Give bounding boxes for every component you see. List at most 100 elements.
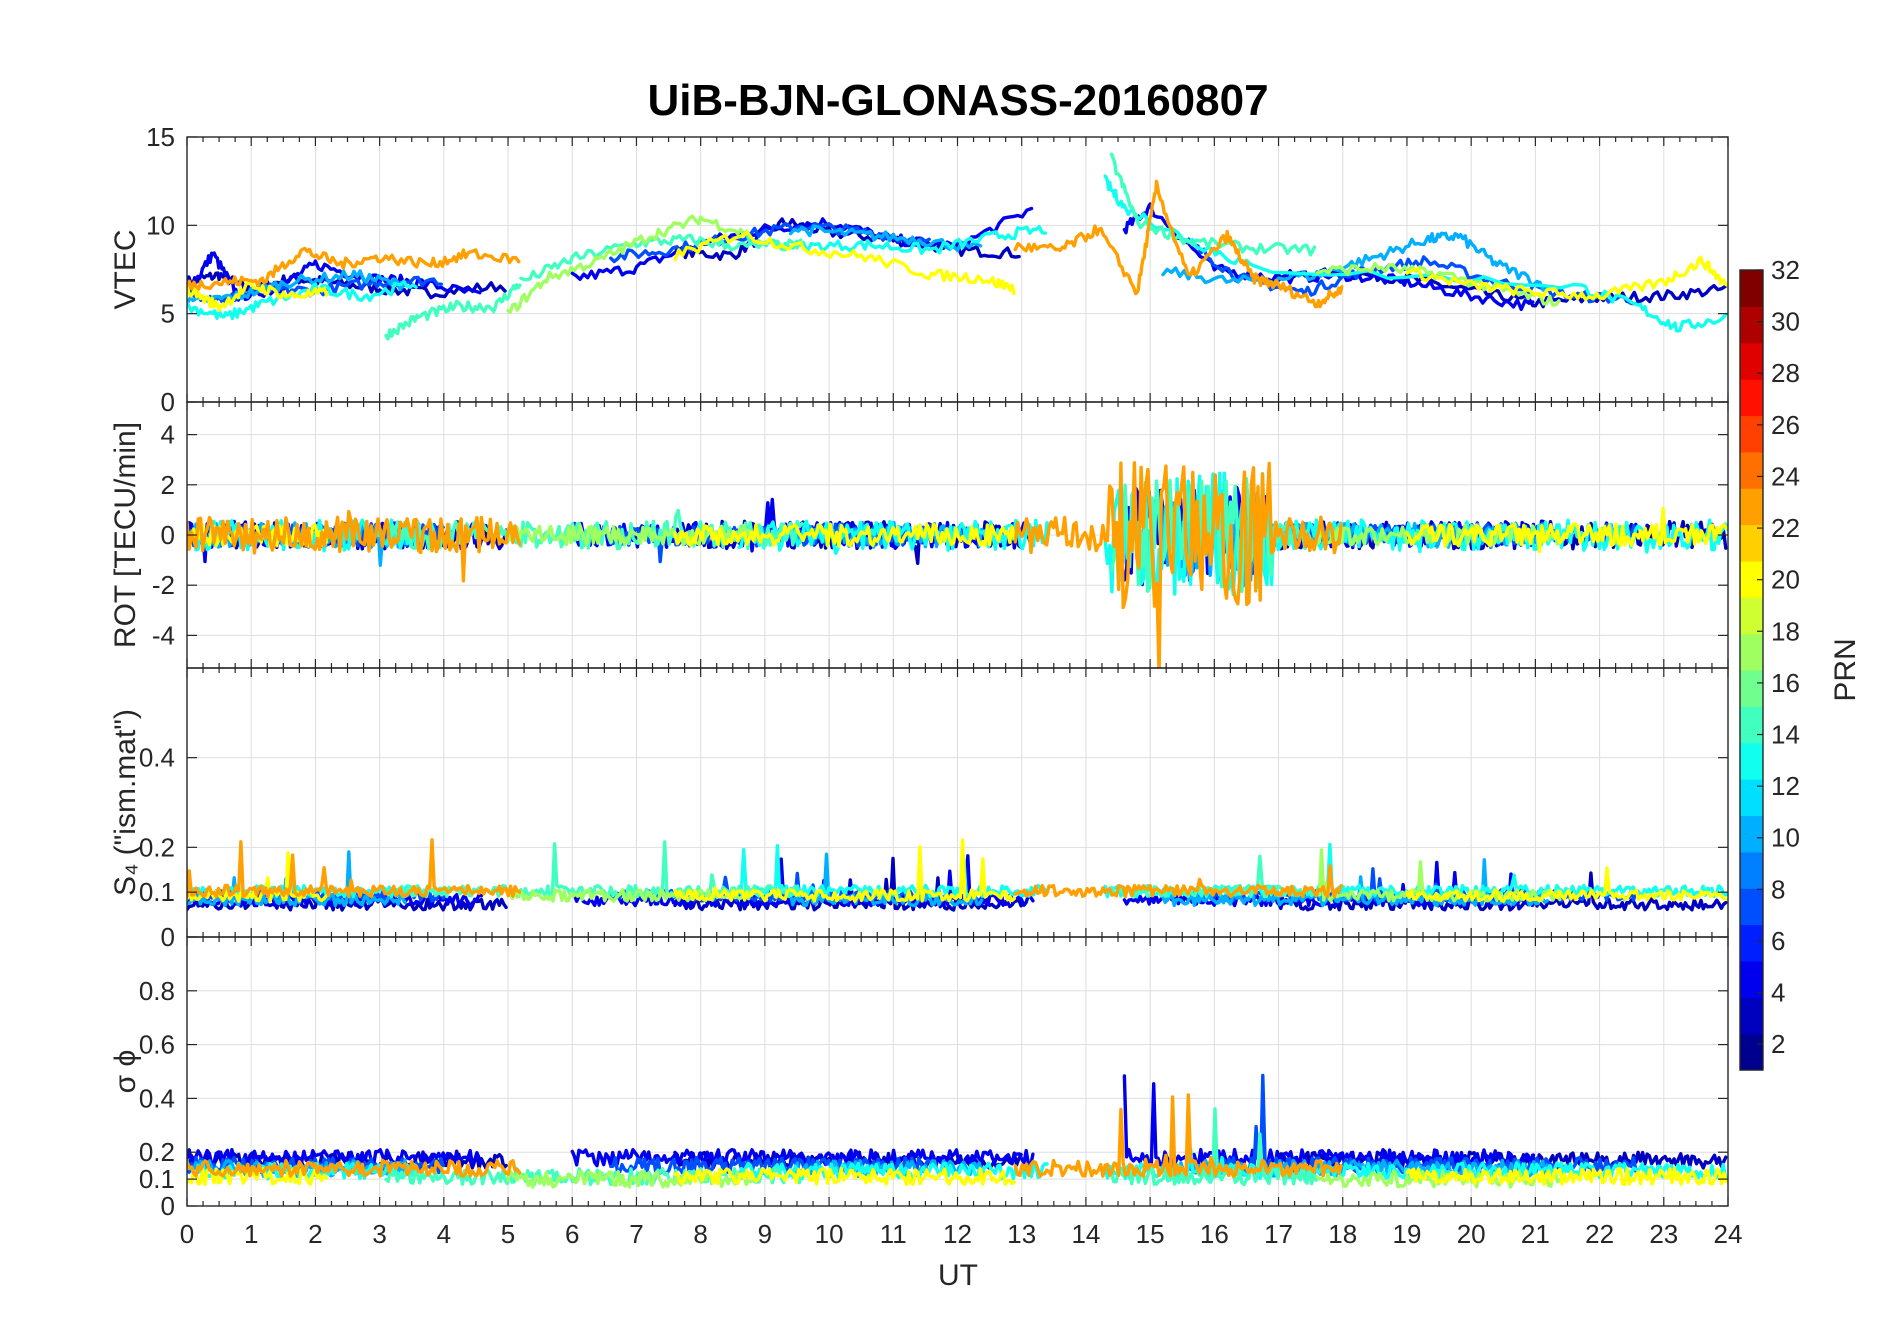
colorbar-tick-label: 26	[1771, 410, 1800, 440]
y-axis-label-vtec: VTEC	[109, 229, 142, 309]
y-tick-label: 0	[161, 922, 175, 952]
y-tick-label: 2	[161, 470, 175, 500]
series-line-prn-7	[1187, 237, 1638, 306]
colorbar-tick-label: 32	[1771, 255, 1800, 285]
x-tick-label: 18	[1328, 1219, 1357, 1249]
colorbar-segment	[1740, 1033, 1763, 1071]
colorbar-segment	[1740, 597, 1763, 635]
series-line-prn-17	[1315, 261, 1561, 307]
colorbar-tick-label: 14	[1771, 720, 1800, 750]
series-line-prn-23	[1013, 1093, 1343, 1179]
y-axis-label-rot: ROT [TECU/min]	[109, 422, 142, 648]
x-tick-label: 3	[372, 1219, 386, 1249]
x-tick-label: 21	[1521, 1219, 1550, 1249]
x-tick-label: 9	[758, 1219, 772, 1249]
colorbar-segment	[1740, 306, 1763, 344]
series-group	[187, 838, 1728, 912]
series-group	[187, 461, 1728, 668]
colorbar-segment	[1740, 415, 1763, 453]
panel-s4: 0 0.1 0.2 0.4S₄ ("ism.mat")	[109, 667, 1729, 952]
x-tick-label: 17	[1264, 1219, 1293, 1249]
series-line-prn-23	[1013, 864, 1343, 899]
colorbar-segment	[1740, 270, 1763, 307]
x-tick-label: 22	[1585, 1219, 1614, 1249]
x-axis: 0 1 2 3 4 5 6 7 8 9 10 11 12 13 14 15 16 17 18 19 20 21 22 23 24	[180, 1219, 1743, 1249]
colorbar-tick-label: 2	[1771, 1029, 1785, 1059]
y-tick-label: 4	[161, 420, 175, 450]
colorbar-tick-label: 4	[1771, 978, 1785, 1008]
colorbar-segment	[1740, 524, 1763, 562]
x-tick-label: 10	[815, 1219, 844, 1249]
series-line-prn-17	[1315, 1169, 1562, 1189]
colorbar-tick-label: 12	[1771, 771, 1800, 801]
y-tick-label: 0.8	[139, 976, 175, 1006]
series-line-prn-23	[187, 1158, 522, 1178]
colorbar-segment	[1740, 706, 1763, 744]
panel-sigma: 00.10.2 0.4 0.6 0.8 σ ϕ	[109, 936, 1729, 1221]
series-line-prn-10	[788, 224, 983, 253]
colorbar-tick-label: 16	[1771, 668, 1800, 698]
x-tick-label: 2	[308, 1219, 322, 1249]
y-tick-label: 0.6	[139, 1030, 175, 1060]
colorbar-segment	[1740, 488, 1763, 526]
x-tick-label: 23	[1649, 1219, 1678, 1249]
y-tick-label: 15	[146, 122, 175, 152]
colorbar-segment	[1740, 997, 1763, 1035]
series-line-prn-20	[673, 522, 1016, 548]
series-line-prn-20	[673, 230, 1016, 296]
y-tick-label: -4	[152, 620, 175, 650]
colorbar-tick-label: 18	[1771, 616, 1800, 646]
series-line-prn-17	[506, 214, 752, 314]
y-tick-label: 0	[161, 1191, 175, 1221]
x-tick-label: 0	[180, 1219, 194, 1249]
x-tick-label: 12	[943, 1219, 972, 1249]
y-tick-label: 0.1	[139, 1164, 175, 1194]
series-line-prn-15	[384, 283, 522, 341]
colorbar-segment	[1740, 633, 1763, 671]
series-line-prn-10	[1161, 231, 1548, 292]
x-tick-label: 13	[1007, 1219, 1036, 1249]
series-line-prn-23	[187, 246, 521, 291]
series-line-prn-20	[1405, 506, 1728, 554]
y-tick-label: 0.1	[139, 877, 175, 907]
colorbar-tick-label: 28	[1771, 358, 1800, 388]
panel-rot: -4 -2 0 2 4 ROT [TECU/min]	[109, 401, 1729, 669]
colorbar-segment	[1740, 560, 1763, 598]
panel-vtec: 0 5 10 15 VTEC	[109, 122, 1729, 417]
series-line-prn-23	[1013, 461, 1343, 668]
x-tick-label: 11	[880, 1219, 907, 1249]
series-line-prn-4	[570, 1148, 1035, 1168]
x-tick-label: 15	[1136, 1219, 1165, 1249]
series-line-prn-20	[187, 280, 329, 312]
colorbar-segment	[1740, 451, 1763, 489]
colorbar-tick-label: 30	[1771, 307, 1800, 337]
series-line-prn-10	[187, 269, 405, 306]
x-tick-label: 1	[244, 1219, 258, 1249]
colorbar-tick-label: 22	[1771, 513, 1800, 543]
y-tick-label: 0.2	[139, 1137, 175, 1167]
colorbar-segment	[1740, 379, 1763, 417]
x-axis-label: UT	[938, 1259, 978, 1292]
x-tick-label: 5	[501, 1219, 515, 1249]
x-tick-label: 7	[629, 1219, 643, 1249]
y-tick-label: 0.4	[139, 1083, 175, 1113]
x-tick-label: 4	[437, 1219, 451, 1249]
x-tick-label: 6	[565, 1219, 579, 1249]
x-tick-label: 14	[1071, 1219, 1100, 1249]
x-tick-label: 24	[1714, 1219, 1743, 1249]
colorbar-tick-label: 10	[1771, 823, 1800, 853]
colorbar-segment	[1740, 815, 1763, 853]
colorbar-segment	[1740, 342, 1763, 380]
y-tick-label: 10	[146, 210, 175, 240]
y-tick-label: 0.4	[139, 743, 175, 773]
colorbar-label: PRN	[1829, 638, 1862, 701]
series-line-prn-20	[673, 838, 1016, 903]
series-line-prn-13	[737, 225, 1047, 255]
y-tick-label: -2	[152, 570, 175, 600]
series-line-prn-20	[673, 1166, 1016, 1187]
colorbar-tick-label: 20	[1771, 565, 1800, 595]
series-line-prn-23	[187, 838, 522, 899]
series-group	[187, 152, 1728, 341]
